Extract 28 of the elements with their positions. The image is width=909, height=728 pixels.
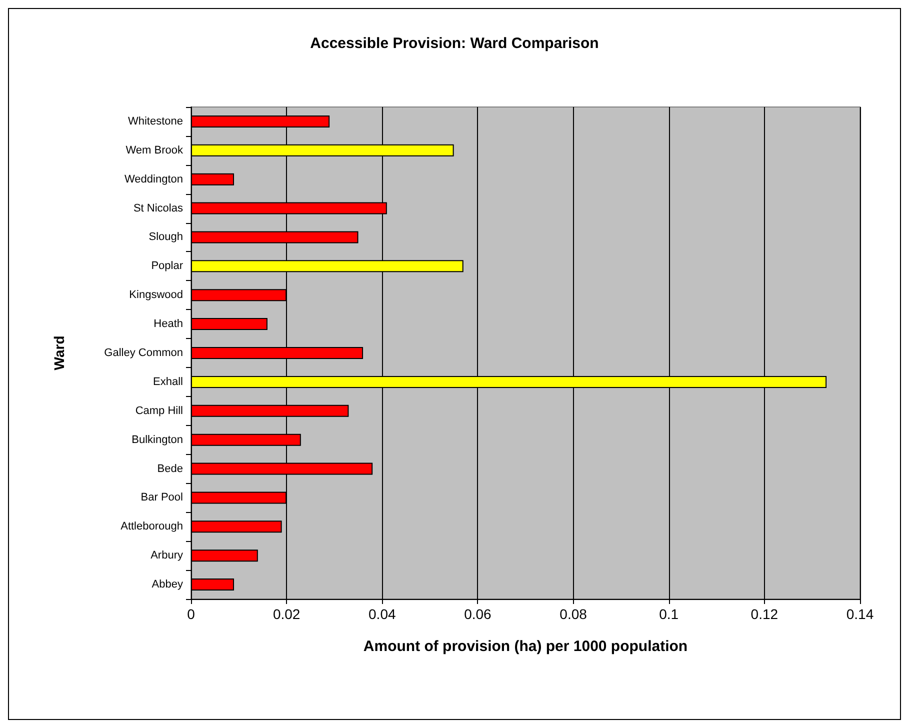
chart-title: Accessible Provision: Ward Comparison — [310, 35, 599, 52]
y-axis-title: Ward — [51, 336, 67, 370]
y-tick-label: Attleborough — [120, 520, 183, 533]
y-tick-label: Exhall — [153, 376, 183, 388]
x-tick-label: 0.14 — [846, 606, 874, 622]
y-tick-label: Whitestone — [128, 115, 183, 128]
x-tick-label: 0.02 — [272, 606, 300, 622]
x-axis-title: Amount of provision (ha) per 1000 population — [363, 638, 688, 655]
y-tick-label: Bede — [157, 462, 183, 475]
y-tick-label: Kingswood — [129, 289, 183, 302]
y-tick-label: Heath — [154, 318, 183, 330]
y-tick-label: Abbey — [152, 578, 184, 591]
y-tick-label: Arbury — [150, 550, 184, 562]
x-tick-label: 0 — [187, 606, 196, 622]
y-tick-label: Bulkington — [132, 434, 183, 446]
y-tick-label: Wem Brook — [126, 144, 184, 156]
y-tick-label: Slough — [148, 231, 183, 244]
x-tick-label: 0.04 — [368, 606, 396, 622]
x-tick-label: 0.08 — [560, 606, 588, 622]
y-tick-label: Weddington — [124, 173, 183, 186]
x-tick-label: 0.06 — [464, 606, 492, 622]
y-tick-label: Camp Hill — [135, 404, 183, 417]
x-tick-label: 0.12 — [750, 606, 778, 622]
x-tick-label: 0.1 — [659, 606, 679, 622]
y-tick-label: Bar Pool — [140, 492, 183, 504]
y-tick-label: Poplar — [151, 260, 184, 272]
y-tick-label: St Nicolas — [133, 202, 184, 214]
y-tick-label: Galley Common — [104, 347, 183, 359]
